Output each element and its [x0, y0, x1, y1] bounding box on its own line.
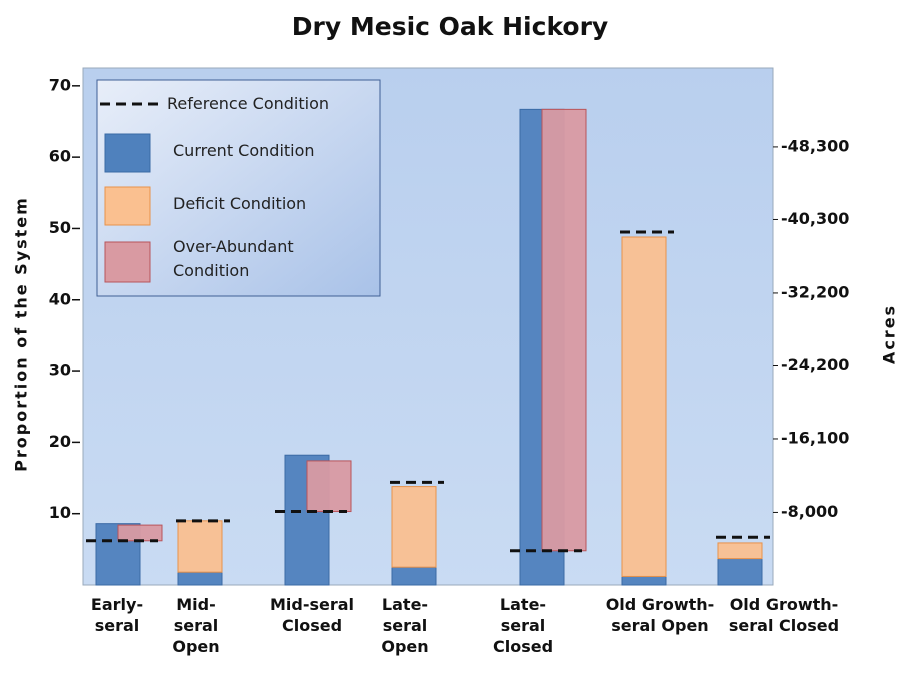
- y2-tick-label: -48,300: [781, 136, 849, 155]
- x-tick-label: Mid-seral Closed: [269, 595, 355, 635]
- legend-swatch: [104, 241, 151, 283]
- legend-label: Deficit Condition: [173, 194, 307, 213]
- bar: [391, 486, 437, 568]
- y-tick-label: 50: [49, 218, 71, 237]
- y2-axis-label: Acres: [880, 304, 899, 364]
- bar: [621, 575, 667, 586]
- x-tick-label: Mid-seral Open: [172, 595, 220, 656]
- legend-label: Current Condition: [173, 141, 315, 160]
- x-tick-label: Old Growth-seral Open: [605, 595, 715, 635]
- legend-swatch: [104, 186, 151, 226]
- bar: [391, 566, 437, 586]
- bar: [117, 524, 163, 542]
- x-tick-label: Early-seral: [90, 595, 144, 635]
- bar: [621, 236, 667, 577]
- y2-tick-label: -8,000: [781, 502, 838, 521]
- legend-label: Reference Condition: [167, 94, 330, 113]
- legend-label: Over-Abundant Condition: [173, 237, 294, 280]
- chart-title: Dry Mesic Oak Hickory: [292, 12, 608, 41]
- bar: [541, 108, 587, 552]
- x-tick-label: Late-seral Open: [381, 595, 429, 656]
- y-tick-label: 30: [49, 361, 71, 380]
- y2-tick-label: -24,200: [781, 355, 849, 374]
- bar: [177, 571, 223, 586]
- legend-swatch: [104, 133, 151, 173]
- y2-tick-label: -40,300: [781, 209, 849, 228]
- y-tick-label: 70: [49, 75, 71, 94]
- y-tick-label: 60: [49, 147, 71, 166]
- y-tick-label: 10: [49, 503, 71, 522]
- y2-tick-label: -16,100: [781, 428, 849, 447]
- y-tick-label: 20: [49, 432, 71, 451]
- x-tick-label: Old Growth-seral Closed: [728, 595, 840, 635]
- bar: [177, 520, 223, 573]
- bar: [306, 460, 352, 513]
- y-tick-label: 40: [49, 289, 71, 308]
- bar: [717, 542, 763, 560]
- bar: [717, 558, 763, 586]
- x-tick-label: Late-seral Closed: [492, 595, 554, 656]
- y-axis-label: Proportion of the System: [12, 196, 31, 472]
- y2-tick-label: -32,200: [781, 282, 849, 301]
